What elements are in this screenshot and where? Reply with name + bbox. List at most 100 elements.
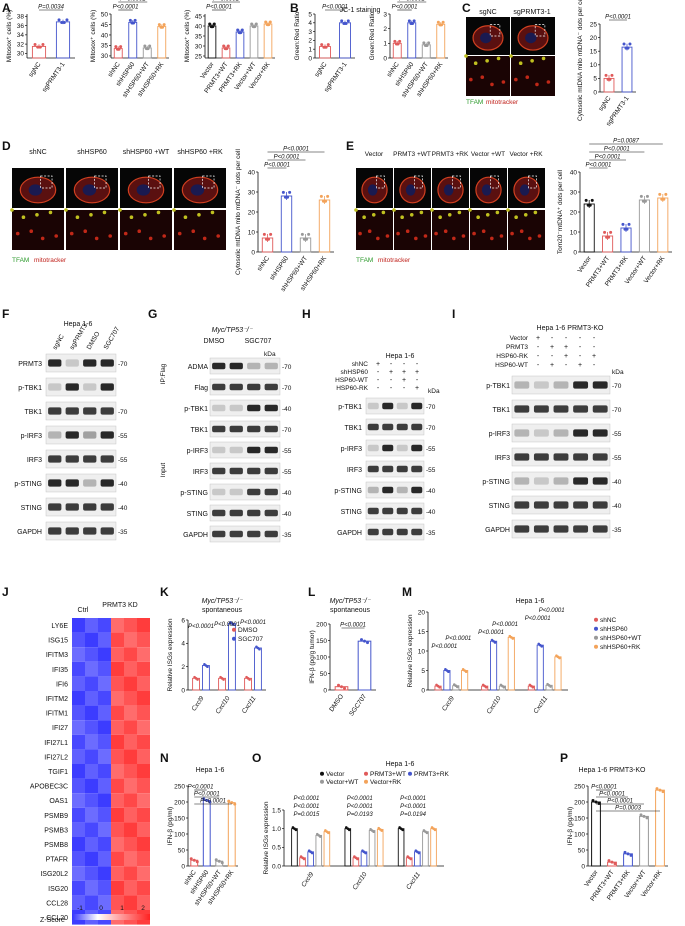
zoom-signal xyxy=(197,213,201,217)
condition-sign: - xyxy=(593,362,596,369)
data-point xyxy=(664,192,668,196)
heatmap-cell xyxy=(98,851,111,867)
condition-sign: - xyxy=(551,353,554,360)
zoom-signal xyxy=(472,231,476,236)
condition-sign: - xyxy=(390,361,393,368)
zoom-box xyxy=(94,175,107,189)
panel-letter: G xyxy=(148,307,157,321)
blot-band xyxy=(514,453,530,461)
condition-sign: - xyxy=(416,361,419,368)
condition-sign: - xyxy=(579,344,582,351)
nucleus-signal xyxy=(28,184,43,196)
y-tick-label: 35 xyxy=(195,33,203,40)
y-axis-label: Tom20⁻mtDNA⁺ dots per cell xyxy=(557,169,564,254)
condition-sign: + xyxy=(376,361,380,368)
y-tick-label: 150 xyxy=(316,638,327,645)
kda-marker: -40 xyxy=(426,488,436,495)
blot-band xyxy=(229,383,243,391)
condition-sign: - xyxy=(565,362,568,369)
y-tick-label: 150 xyxy=(574,815,585,822)
blot-label: STING xyxy=(341,509,362,516)
y-axis-label: Cytosolic mtDNA mito mtDNA⁻ dots per cel… xyxy=(577,0,584,121)
zoom-image xyxy=(466,56,510,96)
image-label: Vector +WT xyxy=(471,151,505,158)
y-tick-label: 2 xyxy=(181,664,185,671)
heatmap-cell xyxy=(111,647,124,662)
y-tick-label: 0 xyxy=(383,55,387,62)
blot-band xyxy=(514,477,530,485)
heatmap-cell xyxy=(137,661,150,677)
data-point xyxy=(407,19,411,23)
y-tick-label: 100 xyxy=(174,831,185,838)
image-label: PRMT3 +WT xyxy=(393,151,431,158)
blot-band xyxy=(411,423,423,431)
kda-marker: -55 xyxy=(282,448,292,455)
blot-band xyxy=(514,501,530,509)
heatmap-cell xyxy=(98,618,111,633)
heatmap-cell xyxy=(137,764,150,779)
gene-label: ISG15 xyxy=(48,638,68,645)
zoom-signal xyxy=(414,236,418,241)
bar xyxy=(202,799,211,867)
y-tick-label: 34 xyxy=(17,32,25,39)
panel-letter: J xyxy=(2,585,9,599)
blot-band xyxy=(247,383,261,391)
heatmap-cell xyxy=(72,764,85,779)
zoom-signal xyxy=(535,82,539,87)
y-tick-label: 0.0 xyxy=(272,863,281,870)
blot-label: GAPDH xyxy=(337,530,362,537)
condition-sign: + xyxy=(564,344,568,351)
blot-band xyxy=(264,404,278,412)
p-value: P<0.0001 xyxy=(113,5,139,11)
blot-band xyxy=(592,477,608,485)
zoom-signal xyxy=(476,215,480,219)
y-tick-label: 150 xyxy=(174,815,185,822)
blot-band xyxy=(212,509,226,517)
zoom-signal xyxy=(519,229,524,233)
p-value: P=0.0194 xyxy=(400,812,427,818)
nucleus-signal xyxy=(481,184,492,196)
bar xyxy=(344,828,352,867)
heatmap-cell xyxy=(137,851,150,867)
data-point xyxy=(422,41,426,45)
data-point xyxy=(591,799,595,802)
data-point xyxy=(254,22,258,26)
data-point xyxy=(511,637,515,640)
bar xyxy=(407,22,417,59)
gene-label: ISG20L2 xyxy=(40,871,68,878)
kda-marker: -70 xyxy=(426,404,436,411)
image-label: Vector xyxy=(365,151,384,158)
y-tick-label: 0 xyxy=(593,89,597,96)
heatmap-cell xyxy=(111,749,124,764)
panel-title: Myc/TP53⁻/⁻ xyxy=(202,598,244,605)
blot-band xyxy=(533,405,549,413)
blot-strip xyxy=(209,483,281,501)
blot-band xyxy=(83,383,97,391)
zoom-image xyxy=(508,210,545,250)
blot-band xyxy=(367,507,379,515)
heatmap-cell xyxy=(111,851,124,867)
heatmap-cell xyxy=(85,880,98,896)
heatmap-cell xyxy=(85,734,98,750)
data-point xyxy=(558,656,561,660)
blot-band xyxy=(396,486,408,494)
panel-letter: O xyxy=(252,751,261,765)
data-point xyxy=(584,198,588,202)
zoom-signal xyxy=(457,210,462,215)
p-value: P<0.0001 xyxy=(604,147,630,153)
blot-band xyxy=(592,405,608,413)
data-point xyxy=(493,641,497,644)
heatmap-cell xyxy=(137,618,150,633)
blot-band xyxy=(553,405,569,413)
blot-strip xyxy=(209,399,281,417)
legend-marker xyxy=(320,779,324,784)
blot-strip xyxy=(45,377,117,397)
blot-strip xyxy=(45,497,117,517)
legend-label: shHSP60+RK xyxy=(600,644,641,651)
x-tick-label: sgNC xyxy=(28,61,43,79)
zoom-signal xyxy=(409,213,414,217)
blot-label: p-STING xyxy=(334,488,362,495)
y-tick-label: 250 xyxy=(174,783,185,790)
heatmap-cell xyxy=(111,778,124,794)
heatmap-cell xyxy=(98,822,111,837)
